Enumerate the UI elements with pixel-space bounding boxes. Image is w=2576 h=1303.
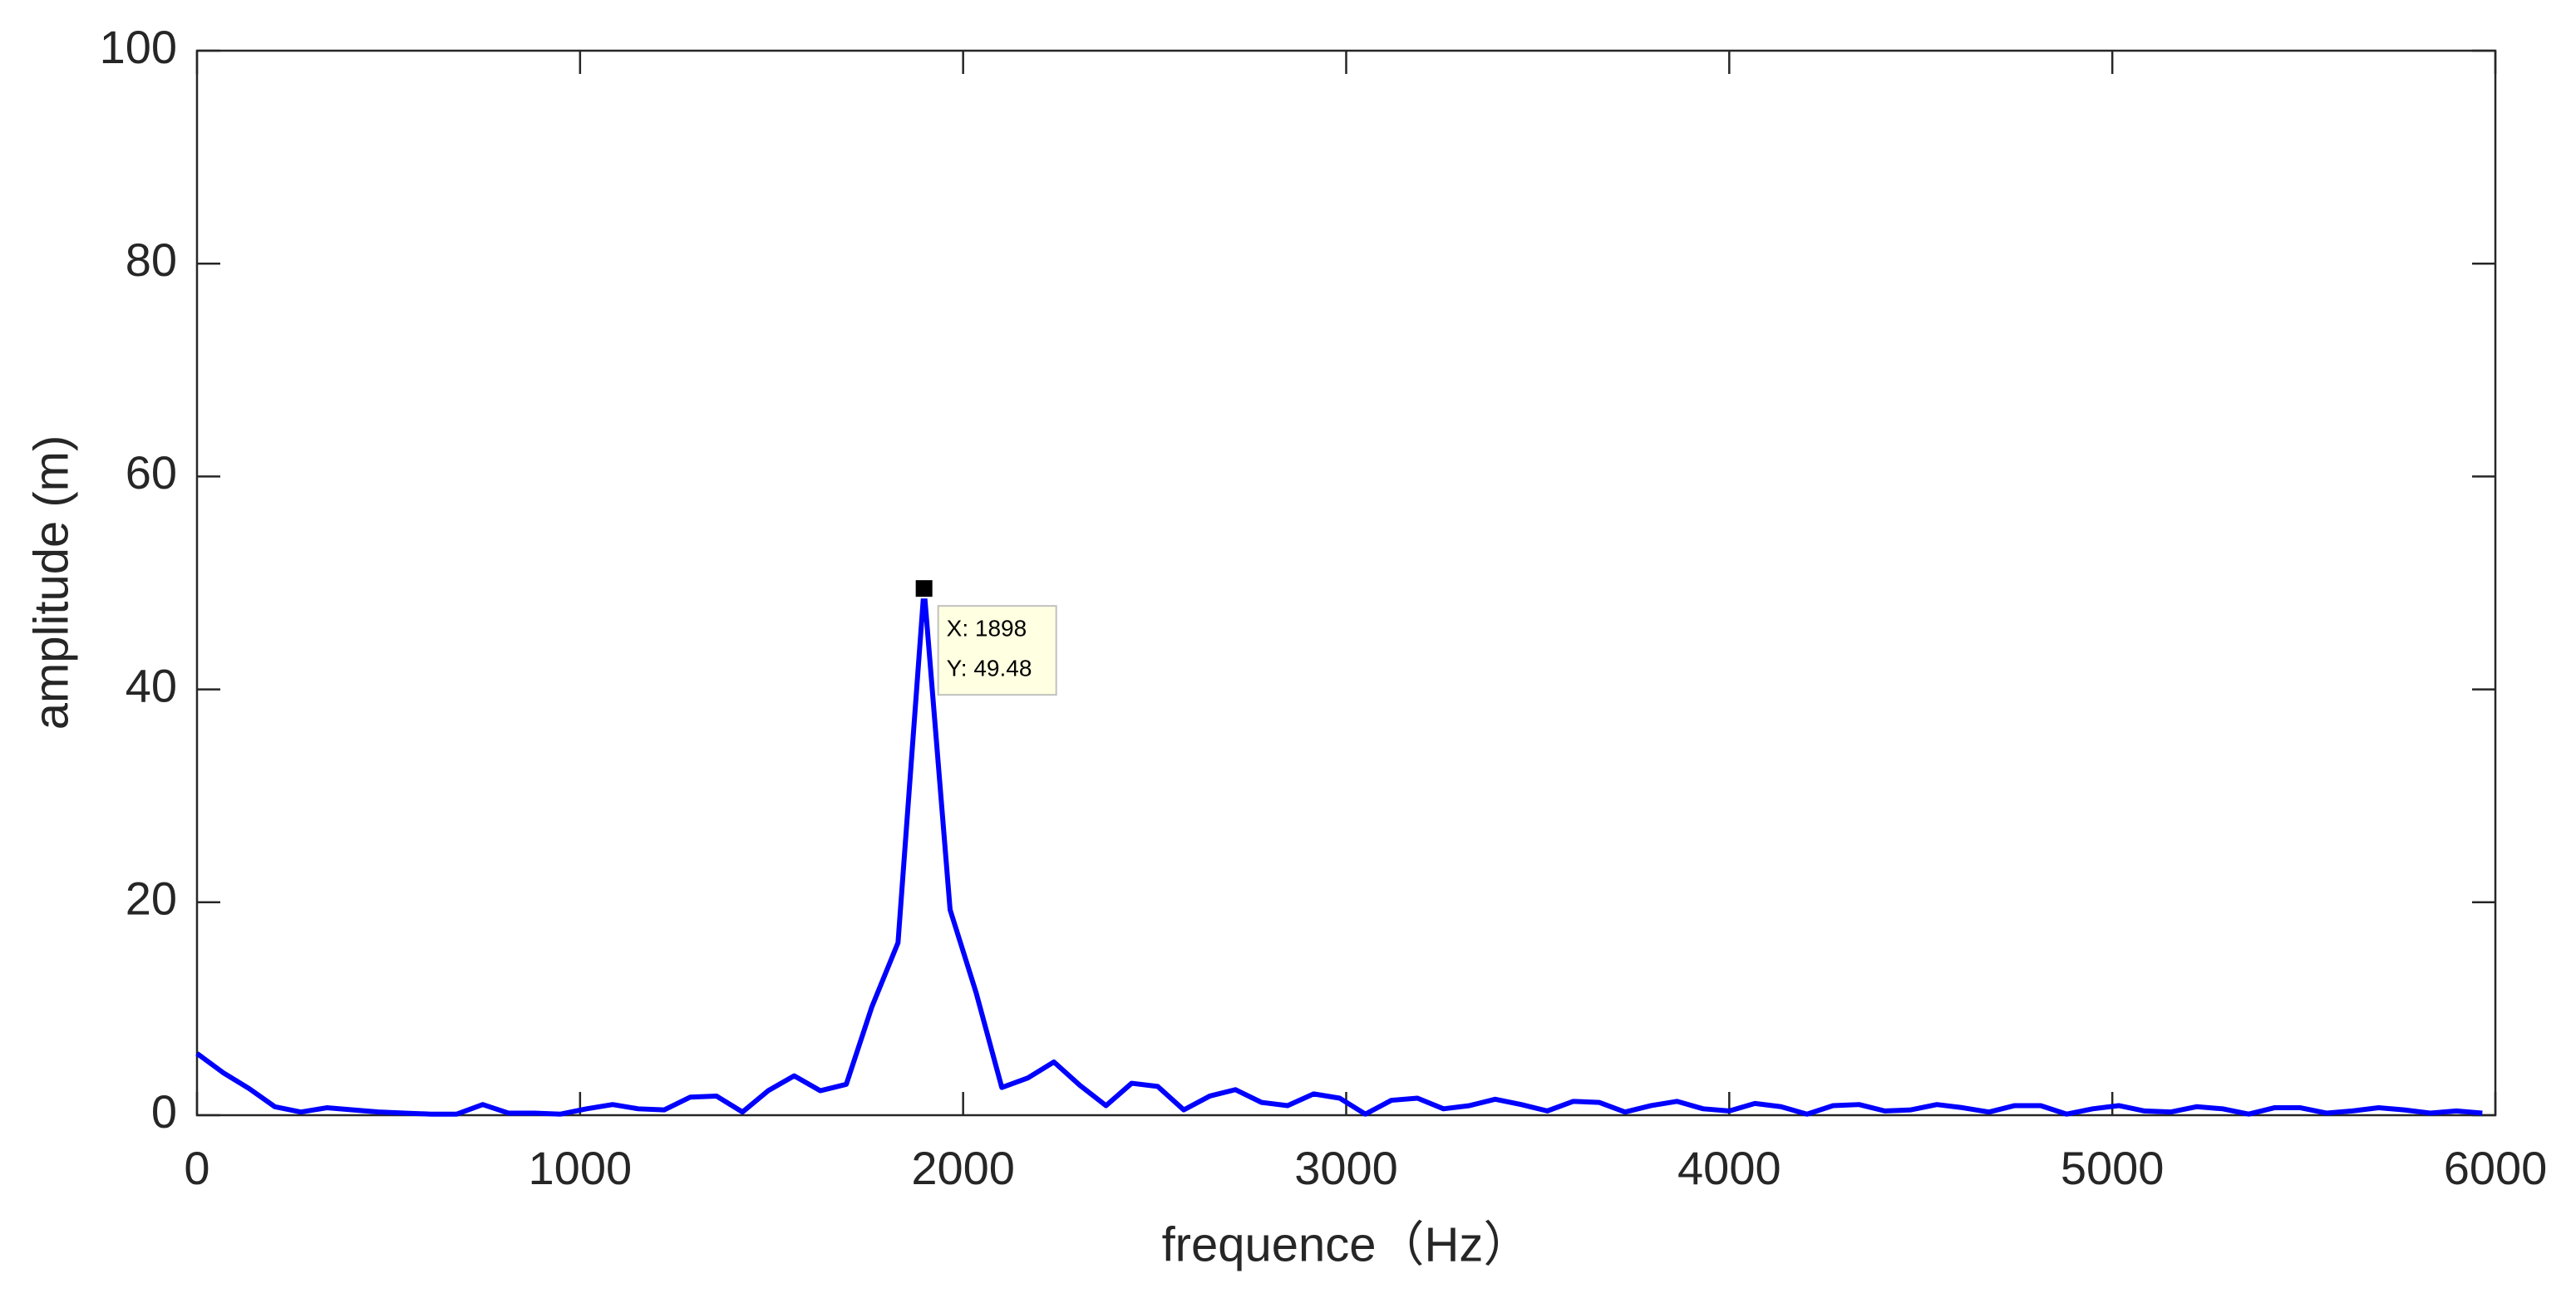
- x-tick-label: 5000: [2061, 1142, 2165, 1194]
- x-tick-label: 6000: [2444, 1142, 2548, 1194]
- y-tick-label: 0: [151, 1085, 177, 1138]
- x-tick-label: 4000: [1677, 1142, 1781, 1194]
- datatip-text: Y: 49.48: [947, 656, 1032, 681]
- y-tick-label: 100: [100, 21, 177, 73]
- y-tick-label: 20: [126, 873, 177, 925]
- x-tick-label: 3000: [1294, 1142, 1398, 1194]
- x-tick-label: 1000: [529, 1142, 633, 1194]
- datatip-marker: [914, 578, 934, 599]
- x-axis-label: frequence（Hz）: [1162, 1217, 1532, 1271]
- y-tick-label: 40: [126, 659, 177, 711]
- y-tick-label: 60: [126, 446, 177, 499]
- datatip-box: [937, 605, 1057, 696]
- y-tick-label: 80: [126, 234, 177, 286]
- datatip-text: X: 1898: [947, 616, 1027, 642]
- data-line: [195, 586, 2483, 1117]
- x-tick-label: 2000: [911, 1142, 1015, 1194]
- y-axis-label: amplitude (m): [24, 435, 78, 730]
- x-tick-label: 0: [184, 1142, 209, 1194]
